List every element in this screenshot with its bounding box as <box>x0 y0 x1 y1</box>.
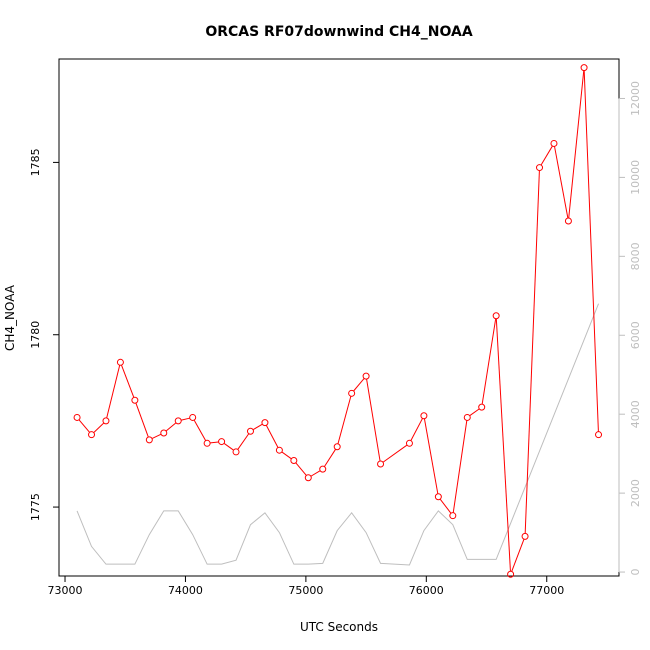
series-segment <box>452 420 468 513</box>
data-point <box>463 413 471 421</box>
series-segment <box>210 441 219 444</box>
series-segment <box>135 403 149 438</box>
series-right-axis <box>76 303 599 566</box>
series-segment <box>121 365 135 398</box>
series-segment <box>495 318 511 572</box>
x-axis-label: UTC Seconds <box>300 620 378 634</box>
data-point <box>580 64 588 72</box>
data-point <box>290 457 298 465</box>
y2-tick-label: 2000 <box>629 479 642 507</box>
x-tick-label: 76000 <box>409 584 444 597</box>
data-point <box>564 217 572 225</box>
data-point <box>536 164 544 172</box>
data-point <box>507 570 515 578</box>
y-tick-label: 1775 <box>29 493 42 521</box>
chart-title: ORCAS RF07downwind CH4_NOAA <box>205 24 473 40</box>
series-segment <box>281 451 292 460</box>
data-point <box>348 389 356 397</box>
series-segment <box>265 425 279 448</box>
series-segment <box>324 449 336 467</box>
series-segment <box>151 433 162 439</box>
data-point <box>319 465 327 473</box>
series-segment <box>310 470 321 477</box>
series-segment <box>366 379 381 461</box>
data-point <box>131 396 139 404</box>
series-segment <box>554 146 569 218</box>
data-point <box>246 427 254 435</box>
series-segment <box>469 408 480 416</box>
y2-tick-label: 4000 <box>629 400 642 428</box>
series-segment <box>511 539 525 572</box>
series-segment <box>382 444 408 463</box>
series-line <box>76 303 599 566</box>
data-point <box>405 439 413 447</box>
series-segment <box>165 422 177 432</box>
data-point <box>595 431 603 439</box>
series-segment <box>252 423 263 431</box>
series-segment <box>439 498 452 514</box>
series-segment <box>106 365 121 418</box>
data-point <box>304 474 312 482</box>
y2-tick-label: 6000 <box>629 321 642 349</box>
y2-tick-label: 0 <box>629 569 642 576</box>
y-tick-label: 1785 <box>29 148 42 176</box>
series-left-axis <box>73 64 603 578</box>
data-point <box>88 431 96 439</box>
series-segment <box>295 462 307 476</box>
data-point <box>333 443 341 451</box>
data-point <box>189 413 197 421</box>
series-segment <box>181 417 190 421</box>
data-point <box>102 417 110 425</box>
data-point <box>116 358 124 366</box>
series-segment <box>423 418 439 494</box>
data-point <box>449 512 457 520</box>
y2-tick-label: 8000 <box>629 242 642 270</box>
data-point <box>377 460 385 468</box>
plot-frame <box>58 58 620 577</box>
data-point <box>203 439 211 447</box>
series-segment <box>223 443 234 451</box>
y-axis-left: 1775 1780 1785 <box>29 148 60 521</box>
y2-tick-label: 12000 <box>629 81 642 116</box>
series-segment <box>524 170 540 534</box>
data-point <box>362 372 370 380</box>
series-segment <box>583 70 599 432</box>
series-segment <box>193 420 207 441</box>
series-segment <box>540 145 553 166</box>
series-segment <box>568 70 585 218</box>
series-segment <box>410 418 423 441</box>
data-point <box>275 446 283 454</box>
series-segment <box>353 378 365 392</box>
x-tick-label: 77000 <box>529 584 564 597</box>
data-point <box>160 429 168 437</box>
data-point <box>218 438 226 446</box>
y-tick-label: 1780 <box>29 321 42 349</box>
series-segment <box>78 419 90 433</box>
series-layer <box>73 64 603 578</box>
data-point <box>145 436 153 444</box>
series-segment <box>337 396 352 444</box>
data-point <box>261 419 269 427</box>
data-point <box>521 532 529 540</box>
x-tick-label: 75000 <box>288 584 323 597</box>
x-tick-label: 74000 <box>168 584 203 597</box>
y2-tick-label: 10000 <box>629 160 642 195</box>
data-point <box>174 417 182 425</box>
data-point <box>232 448 240 456</box>
y-axis-right: 0 2000 4000 6000 8000 10000 12000 <box>618 81 642 576</box>
data-point <box>550 139 558 147</box>
series-segment <box>237 433 250 450</box>
data-point <box>434 493 442 501</box>
series-segment <box>481 318 497 405</box>
y-axis-label: CH4_NOAA <box>3 284 17 351</box>
data-point <box>492 312 500 320</box>
data-point <box>478 403 486 411</box>
series-segment <box>93 422 104 433</box>
data-point <box>420 412 428 420</box>
x-tick-label: 73000 <box>48 584 83 597</box>
data-point <box>73 413 81 421</box>
x-axis: 73000 74000 75000 76000 77000 <box>48 575 564 597</box>
